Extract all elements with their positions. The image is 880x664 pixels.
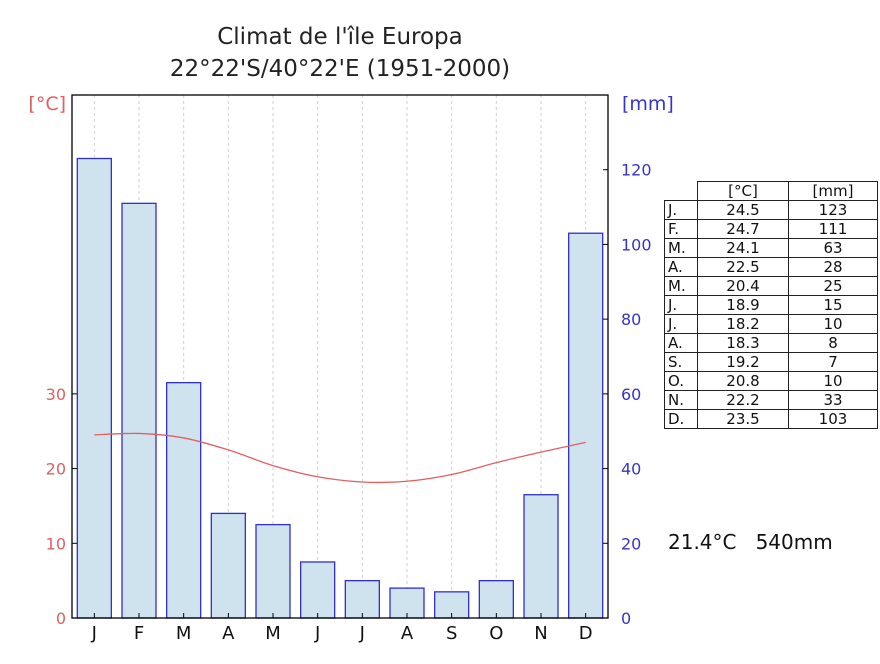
left-tick-label: 0	[56, 609, 66, 628]
table-cell-temp: 20.4	[697, 276, 789, 296]
table-cell-month: A.	[664, 333, 698, 353]
left-tick-label: 20	[46, 460, 66, 479]
table-cell-month: O.	[664, 371, 698, 391]
table-row: J. 18.2 10	[664, 314, 878, 334]
x-tick-label: J	[359, 623, 365, 644]
precip-bar	[300, 561, 336, 619]
table-header-row: [°C] [mm]	[665, 181, 878, 201]
table-cell-temp: 18.2	[697, 314, 789, 334]
table-cell-temp: 23.5	[697, 409, 789, 429]
x-tick-label: J	[314, 623, 320, 644]
table-cell-month: D.	[664, 409, 698, 429]
table-row: J. 18.9 15	[664, 295, 878, 315]
x-tick-label: M	[265, 623, 281, 644]
right-tick-label: 120	[621, 161, 652, 180]
plot-frame	[71, 94, 609, 619]
table-cell-month: N.	[664, 390, 698, 410]
table-cell-month: F.	[664, 219, 698, 239]
table-cell-month: M.	[664, 238, 698, 258]
table-row: M. 20.4 25	[664, 276, 878, 296]
table-cell-precip: 111	[788, 219, 878, 239]
right-tick-label: 20	[621, 534, 641, 553]
table-cell-temp: 24.1	[697, 238, 789, 258]
table-row: F. 24.7 111	[664, 219, 878, 239]
table-cell-precip: 33	[788, 390, 878, 410]
table-cell-precip: 123	[788, 200, 878, 220]
precip-bar	[76, 157, 112, 619]
table-cell-precip: 25	[788, 276, 878, 296]
table-cell-precip: 63	[788, 238, 878, 258]
table-cell-precip: 10	[788, 314, 878, 334]
right-tick-label: 60	[621, 385, 641, 404]
table-row: S. 19.2 7	[664, 352, 878, 372]
table-cell-temp: 19.2	[697, 352, 789, 372]
table-cell-month: S.	[664, 352, 698, 372]
precip-bar	[568, 232, 604, 619]
chart-subtitle: 22°22'S/40°22'E (1951-2000)	[169, 56, 511, 82]
right-tick-label: 0	[621, 609, 631, 628]
table-cell-precip: 8	[788, 333, 878, 353]
table-row: J. 24.5 123	[664, 200, 878, 220]
table-cell-temp: 22.2	[697, 390, 789, 410]
left-axis-label: [°C]	[28, 93, 66, 115]
table-cell-temp: 18.9	[697, 295, 789, 315]
precip-bar	[255, 523, 291, 619]
precip-bar	[523, 494, 559, 619]
left-tick-label: 10	[46, 534, 66, 553]
x-tick-label: N	[534, 623, 547, 644]
table-cell-month: M.	[664, 276, 698, 296]
table-cell-month: J.	[664, 295, 698, 315]
table-cell-temp: 18.3	[697, 333, 789, 353]
table-row: D. 23.5 103	[664, 409, 878, 429]
left-tick-label: 30	[46, 385, 66, 404]
right-axis-label: [mm]	[622, 93, 674, 115]
x-tick-label: A	[222, 623, 235, 644]
precip-bar	[478, 579, 514, 619]
table-row: A. 22.5 28	[664, 257, 878, 277]
precip-bar	[344, 579, 380, 619]
table-header-precip: [mm]	[788, 181, 878, 201]
table-cell-month: J.	[664, 200, 698, 220]
annual-summary: 21.4°C 540mm	[668, 530, 833, 554]
table-row: N. 22.2 33	[664, 390, 878, 410]
table-row: O. 20.8 10	[664, 371, 878, 391]
x-tick-label: D	[579, 623, 593, 644]
right-tick-label: 80	[621, 310, 641, 329]
precip-bar	[210, 512, 246, 619]
x-tick-label: A	[401, 623, 414, 644]
climate-table: [°C] [mm] J. 24.5 123 F. 24.7 111 M. 24.1 63 A. 22.5…	[664, 181, 878, 429]
table-header-temp: [°C]	[697, 181, 789, 201]
table-cell-temp: 22.5	[697, 257, 789, 277]
table-cell-temp: 24.7	[697, 219, 789, 239]
x-tick-label: S	[446, 623, 457, 644]
table-cell-precip: 7	[788, 352, 878, 372]
x-tick-label: O	[489, 623, 503, 644]
x-tick-label: J	[91, 623, 97, 644]
temperature-line	[94, 432, 586, 484]
table-cell-temp: 20.8	[697, 371, 789, 391]
table-cell-month: A.	[664, 257, 698, 277]
table-cell-precip: 103	[788, 409, 878, 429]
table-row: A. 18.3 8	[664, 333, 878, 353]
precip-bar	[166, 381, 202, 619]
table-cell-precip: 10	[788, 371, 878, 391]
right-tick-label: 100	[621, 235, 652, 254]
chart-title: Climat de l'île Europa	[217, 24, 463, 50]
precip-bar	[121, 202, 157, 619]
table-cell-temp: 24.5	[697, 200, 789, 220]
x-tick-label: F	[134, 623, 144, 644]
table-row: M. 24.1 63	[664, 238, 878, 258]
table-cell-month: J.	[664, 314, 698, 334]
table-cell-precip: 28	[788, 257, 878, 277]
x-tick-label: M	[176, 623, 192, 644]
table-cell-precip: 15	[788, 295, 878, 315]
right-tick-label: 40	[621, 460, 641, 479]
